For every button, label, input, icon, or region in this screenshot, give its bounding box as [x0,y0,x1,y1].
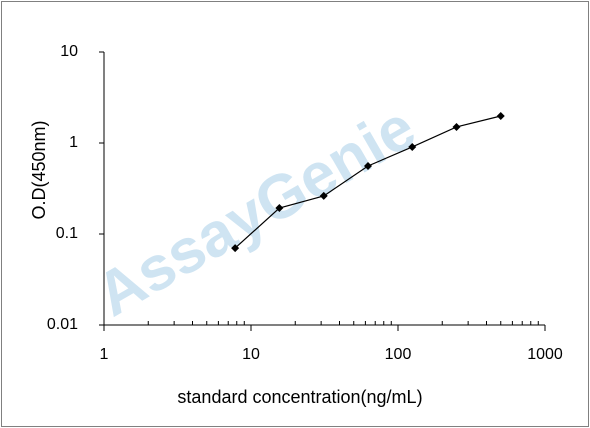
x-tick-label: 10 [242,346,260,363]
x-tick-label: 1 [100,346,109,363]
data-point [231,244,240,253]
data-point [496,112,505,121]
y-tick-label: 10 [60,43,78,60]
data-point [408,142,417,151]
y-tick-label: 1 [69,134,78,151]
data-point [452,122,461,131]
data-point [319,191,328,200]
data-point [363,161,372,170]
y-tick-label: 0.1 [56,225,78,242]
data-point [275,204,284,213]
y-tick-label: 0.01 [47,316,78,333]
x-axis-label: standard concentration(ng/mL) [177,387,422,407]
x-tick-label: 100 [385,346,412,363]
y-axis-label: O.D(450nm) [29,120,49,219]
x-tick-label: 1000 [527,346,563,363]
